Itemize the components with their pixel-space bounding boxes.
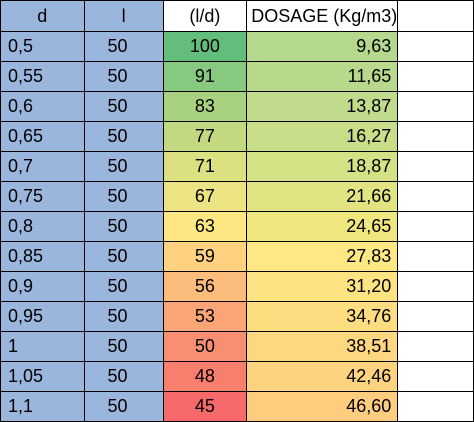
cell-l[interactable]: 50 <box>83 91 164 122</box>
cell-empty[interactable] <box>397 361 474 392</box>
table-row: 0,65 50 77 16,27 <box>0 121 474 152</box>
table-row: 1,05 50 48 42,46 <box>0 361 474 392</box>
table-row: 0,75 50 67 21,66 <box>0 181 474 212</box>
header-cell-empty[interactable] <box>397 0 474 32</box>
cell-ratio[interactable]: 67 <box>162 181 248 212</box>
header-cell-ratio[interactable]: (l/d) <box>162 0 248 32</box>
cell-d[interactable]: 0,6 <box>0 91 85 122</box>
cell-d[interactable]: 0,9 <box>0 271 85 302</box>
cell-dosage[interactable]: 34,76 <box>246 301 399 332</box>
header-cell-dosage[interactable]: DOSAGE (Kg/m3) <box>246 0 399 32</box>
cell-dosage[interactable]: 42,46 <box>246 361 399 392</box>
cell-empty[interactable] <box>397 181 474 212</box>
cell-ratio[interactable]: 56 <box>162 271 248 302</box>
cell-l[interactable]: 50 <box>83 211 164 242</box>
header-row: d l (l/d) DOSAGE (Kg/m3) <box>0 0 474 32</box>
cell-empty[interactable] <box>397 151 474 182</box>
cell-dosage[interactable]: 46,60 <box>246 391 399 422</box>
cell-ratio[interactable]: 59 <box>162 241 248 272</box>
cell-d[interactable]: 0,95 <box>0 301 85 332</box>
cell-empty[interactable] <box>397 241 474 272</box>
cell-empty[interactable] <box>397 391 474 422</box>
cell-empty[interactable] <box>397 61 474 92</box>
table-row: 0,85 50 59 27,83 <box>0 241 474 272</box>
cell-d[interactable]: 1,1 <box>0 391 85 422</box>
cell-l[interactable]: 50 <box>83 121 164 152</box>
cell-dosage[interactable]: 27,83 <box>246 241 399 272</box>
cell-d[interactable]: 0,65 <box>0 121 85 152</box>
cell-l[interactable]: 50 <box>83 391 164 422</box>
table-row: 0,9 50 56 31,20 <box>0 271 474 302</box>
cell-l[interactable]: 50 <box>83 31 164 62</box>
cell-l[interactable]: 50 <box>83 241 164 272</box>
cell-dosage[interactable]: 21,66 <box>246 181 399 212</box>
cell-d[interactable]: 0,85 <box>0 241 85 272</box>
table-row: 0,95 50 53 34,76 <box>0 301 474 332</box>
cell-l[interactable]: 50 <box>83 331 164 362</box>
table-row: 0,5 50 100 9,63 <box>0 31 474 62</box>
header-cell-l[interactable]: l <box>83 0 164 32</box>
cell-dosage[interactable]: 38,51 <box>246 331 399 362</box>
cell-ratio[interactable]: 45 <box>162 391 248 422</box>
cell-empty[interactable] <box>397 331 474 362</box>
cell-ratio[interactable]: 100 <box>162 31 248 62</box>
cell-ratio[interactable]: 91 <box>162 61 248 92</box>
cell-d[interactable]: 1 <box>0 331 85 362</box>
cell-empty[interactable] <box>397 31 474 62</box>
cell-dosage[interactable]: 24,65 <box>246 211 399 242</box>
cell-d[interactable]: 0,7 <box>0 151 85 182</box>
cell-d[interactable]: 0,5 <box>0 31 85 62</box>
cell-ratio[interactable]: 63 <box>162 211 248 242</box>
cell-d[interactable]: 0,8 <box>0 211 85 242</box>
table-row: 1,1 50 45 46,60 <box>0 391 474 422</box>
cell-d[interactable]: 0,75 <box>0 181 85 212</box>
table-row: 0,7 50 71 18,87 <box>0 151 474 182</box>
cell-l[interactable]: 50 <box>83 181 164 212</box>
cell-l[interactable]: 50 <box>83 361 164 392</box>
cell-empty[interactable] <box>397 121 474 152</box>
cell-d[interactable]: 0,55 <box>0 61 85 92</box>
cell-l[interactable]: 50 <box>83 301 164 332</box>
cell-ratio[interactable]: 83 <box>162 91 248 122</box>
table-row: 0,55 50 91 11,65 <box>0 61 474 92</box>
cell-ratio[interactable]: 71 <box>162 151 248 182</box>
cell-dosage[interactable]: 31,20 <box>246 271 399 302</box>
table-row: 0,8 50 63 24,65 <box>0 211 474 242</box>
cell-ratio[interactable]: 48 <box>162 361 248 392</box>
table-row: 1 50 50 38,51 <box>0 331 474 362</box>
cell-dosage[interactable]: 16,27 <box>246 121 399 152</box>
cell-empty[interactable] <box>397 301 474 332</box>
cell-empty[interactable] <box>397 271 474 302</box>
cell-dosage[interactable]: 13,87 <box>246 91 399 122</box>
table-row: 0,6 50 83 13,87 <box>0 91 474 122</box>
cell-l[interactable]: 50 <box>83 151 164 182</box>
cell-empty[interactable] <box>397 211 474 242</box>
cell-dosage[interactable]: 18,87 <box>246 151 399 182</box>
cell-ratio[interactable]: 50 <box>162 331 248 362</box>
cell-ratio[interactable]: 77 <box>162 121 248 152</box>
cell-ratio[interactable]: 53 <box>162 301 248 332</box>
cell-d[interactable]: 1,05 <box>0 361 85 392</box>
header-cell-d[interactable]: d <box>0 0 85 32</box>
cell-dosage[interactable]: 9,63 <box>246 31 399 62</box>
cell-l[interactable]: 50 <box>83 61 164 92</box>
cell-dosage[interactable]: 11,65 <box>246 61 399 92</box>
cell-l[interactable]: 50 <box>83 271 164 302</box>
cell-empty[interactable] <box>397 91 474 122</box>
